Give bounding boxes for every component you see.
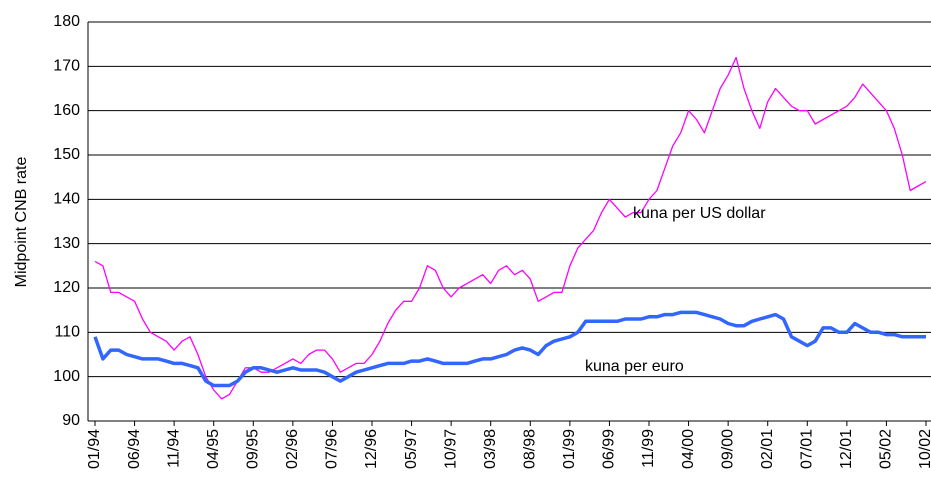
x-tick-label: 02/96 — [284, 429, 301, 469]
y-tick-label: 90 — [62, 412, 80, 429]
y-tick-label: 150 — [53, 146, 80, 163]
y-tick-label: 120 — [53, 279, 80, 296]
y-tick-label: 110 — [54, 324, 80, 341]
x-tick-label: 02/01 — [759, 429, 776, 469]
x-tick-label: 05/02 — [878, 429, 895, 469]
x-tick-label: 04/95 — [205, 429, 222, 469]
x-tick-label: 05/97 — [403, 429, 420, 469]
x-tick-label: 03/98 — [482, 429, 499, 469]
series-label: kuna per US dollar — [633, 205, 766, 222]
x-tick-label: 09/95 — [245, 429, 262, 469]
x-tick-label: 07/96 — [324, 429, 341, 469]
x-tick-label: 12/96 — [363, 429, 380, 469]
y-axis-title: Midpoint CNB rate — [13, 157, 30, 288]
x-tick-label: 06/99 — [601, 429, 618, 469]
x-tick-label: 07/01 — [799, 429, 816, 469]
x-tick-label: 01/99 — [561, 429, 578, 469]
series-label: kuna per euro — [585, 358, 684, 375]
x-tick-label: 06/94 — [126, 429, 143, 469]
y-tick-label: 160 — [53, 102, 80, 119]
x-tick-label: 12/01 — [838, 429, 855, 469]
x-tick-label: 04/00 — [680, 429, 697, 469]
x-tick-label: 01/94 — [86, 429, 103, 469]
series-line — [93, 310, 926, 388]
x-tick-label: 09/00 — [719, 429, 736, 469]
y-tick-label: 170 — [53, 58, 80, 75]
y-tick-label: 180 — [53, 13, 80, 30]
y-tick-label: 140 — [53, 191, 80, 208]
x-tick-label: 11/99 — [640, 429, 657, 468]
series-line — [94, 56, 927, 400]
x-tick-label: 10/97 — [442, 429, 459, 469]
x-tick-label: 11/94 — [165, 429, 182, 468]
y-tick-label: 130 — [53, 235, 80, 252]
y-tick-label: 100 — [53, 368, 80, 385]
x-tick-label: 08/98 — [522, 429, 539, 469]
x-tick-label: 10/02 — [917, 429, 931, 469]
